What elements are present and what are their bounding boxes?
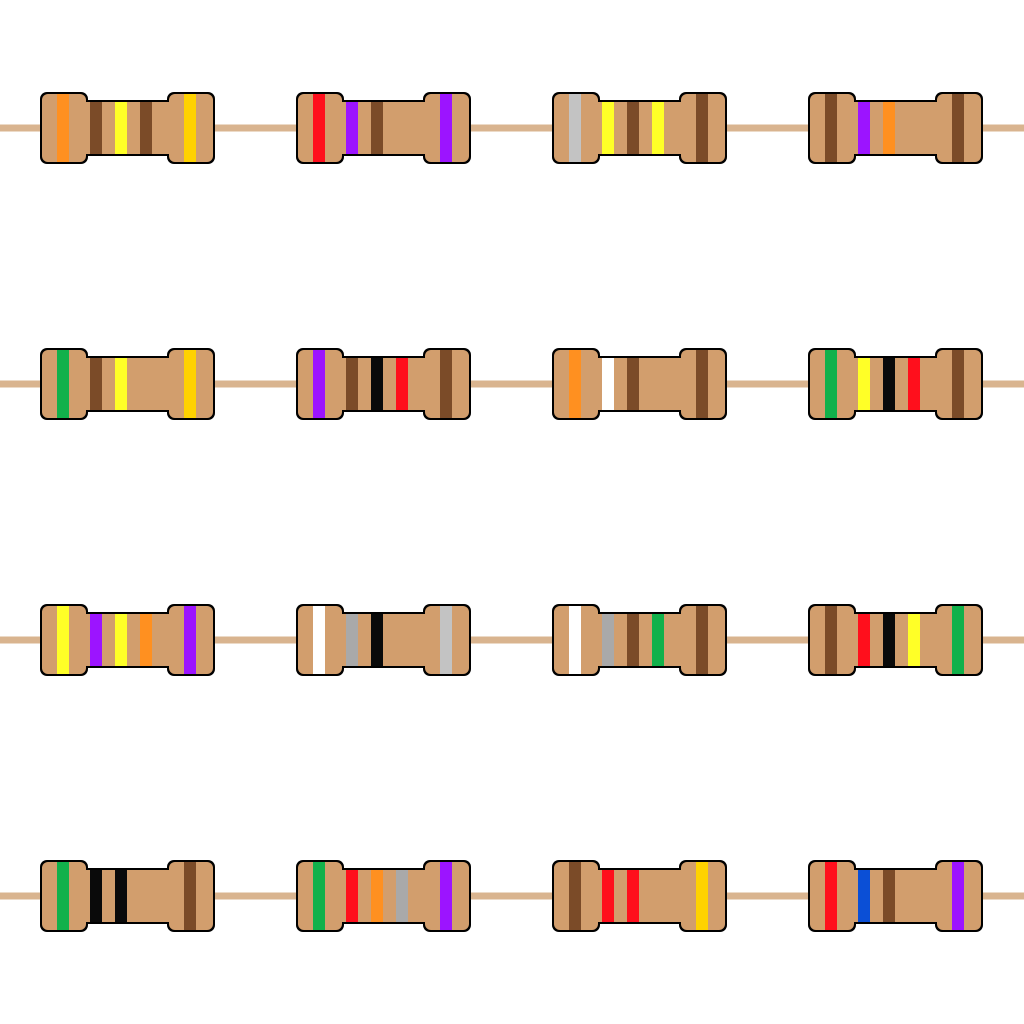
band-4-orange	[140, 614, 152, 666]
tolerance-band-brown	[696, 350, 708, 418]
tolerance-band-green	[952, 606, 964, 674]
band-1-brown	[825, 94, 837, 162]
band-3-brown	[883, 870, 895, 922]
band-4-grey	[396, 870, 408, 922]
band-2-violet	[90, 614, 102, 666]
tolerance-band-brown	[440, 350, 452, 418]
band-2-red	[858, 614, 870, 666]
band-3-black	[371, 358, 383, 410]
tolerance-band-silver	[440, 606, 452, 674]
tolerance-band-brown	[952, 94, 964, 162]
band-1-orange	[57, 94, 69, 162]
band-3-brown	[627, 102, 639, 154]
resistor-7	[552, 348, 727, 420]
band-3-brown	[627, 614, 639, 666]
tolerance-band-violet	[952, 862, 964, 930]
band-2-brown	[346, 358, 358, 410]
resistor-15	[552, 860, 727, 932]
resistor-9	[40, 604, 215, 676]
band-3-black	[371, 614, 383, 666]
resistor-1	[40, 92, 215, 164]
band-1-green	[57, 350, 69, 418]
band-2-grey	[346, 614, 358, 666]
resistor-13	[40, 860, 215, 932]
resistor-8	[808, 348, 983, 420]
band-3-yellow	[115, 102, 127, 154]
band-1-violet	[313, 350, 325, 418]
tolerance-band-brown	[952, 350, 964, 418]
band-2-red	[602, 870, 614, 922]
band-2-blue	[858, 870, 870, 922]
band-1-white	[569, 606, 581, 674]
tolerance-band-violet	[440, 862, 452, 930]
lead-wire-row-3	[0, 636, 1024, 644]
resistor-2	[296, 92, 471, 164]
tolerance-band-brown	[696, 94, 708, 162]
resistor-12	[808, 604, 983, 676]
band-1-brown	[825, 606, 837, 674]
band-1-white	[313, 606, 325, 674]
band-1-red	[313, 94, 325, 162]
band-2-brown	[90, 102, 102, 154]
band-1-green	[57, 862, 69, 930]
band-3-red	[627, 870, 639, 922]
band-4-green	[652, 614, 664, 666]
band-2-white	[602, 358, 614, 410]
band-1-red	[825, 862, 837, 930]
resistor-10	[296, 604, 471, 676]
band-2-red	[346, 870, 358, 922]
band-3-black	[883, 614, 895, 666]
resistor-4	[808, 92, 983, 164]
band-3-yellow	[115, 358, 127, 410]
band-2-black	[90, 870, 102, 922]
lead-wire-row-2	[0, 380, 1024, 388]
tolerance-band-brown	[696, 606, 708, 674]
band-1-green	[313, 862, 325, 930]
band-4-brown	[140, 102, 152, 154]
band-2-yellow	[602, 102, 614, 154]
band-1-orange	[569, 350, 581, 418]
band-4-red	[908, 358, 920, 410]
band-4-yellow	[652, 102, 664, 154]
band-2-brown	[90, 358, 102, 410]
tolerance-band-gold	[184, 350, 196, 418]
band-3-black	[115, 870, 127, 922]
band-4-yellow	[908, 614, 920, 666]
resistors	[40, 92, 983, 932]
tolerance-band-gold	[184, 94, 196, 162]
band-3-brown	[627, 358, 639, 410]
lead-wires	[0, 124, 1024, 900]
lead-wire-row-1	[0, 124, 1024, 132]
band-1-silver	[569, 94, 581, 162]
band-2-grey	[602, 614, 614, 666]
band-3-orange	[371, 870, 383, 922]
resistor-5	[40, 348, 215, 420]
resistor-6	[296, 348, 471, 420]
band-1-brown	[569, 862, 581, 930]
band-2-violet	[858, 102, 870, 154]
resistor-16	[808, 860, 983, 932]
tolerance-band-violet	[184, 606, 196, 674]
tolerance-band-brown	[184, 862, 196, 930]
resistor-14	[296, 860, 471, 932]
band-1-green	[825, 350, 837, 418]
band-2-violet	[346, 102, 358, 154]
lead-wire-row-4	[0, 892, 1024, 900]
tolerance-band-violet	[440, 94, 452, 162]
band-4-red	[396, 358, 408, 410]
resistor-11	[552, 604, 727, 676]
band-3-orange	[883, 102, 895, 154]
tolerance-band-gold	[696, 862, 708, 930]
band-3-brown	[371, 102, 383, 154]
band-1-yellow	[57, 606, 69, 674]
band-2-yellow	[858, 358, 870, 410]
resistor-3	[552, 92, 727, 164]
band-3-black	[883, 358, 895, 410]
band-3-yellow	[115, 614, 127, 666]
